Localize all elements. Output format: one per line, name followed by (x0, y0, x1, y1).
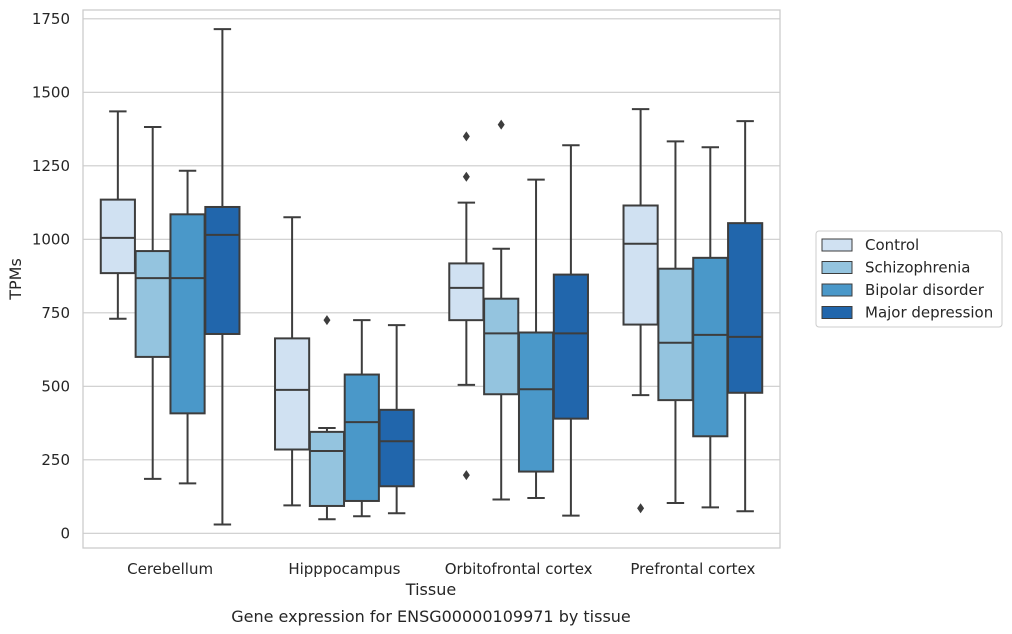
box-control (448, 131, 485, 481)
y-tick-labels: 0 250 500 750 1000 1250 1500 1750 (32, 10, 70, 542)
legend-swatch (821, 283, 853, 297)
outlier-point (462, 470, 470, 481)
box-schizophrenia (657, 140, 694, 505)
legend-frame (815, 230, 1003, 328)
box-control (622, 108, 659, 514)
y-tick-label: 750 (41, 304, 70, 322)
x-axis-label: Tissue (405, 580, 456, 599)
box-body (657, 267, 694, 402)
legend-label: Control (865, 236, 919, 254)
box-control (274, 216, 311, 507)
box-bipolar-disorder (692, 146, 729, 509)
x-tick-label: Cerebellum (127, 560, 213, 578)
y-tick-label: 1250 (32, 157, 70, 175)
plot-frame (82, 9, 781, 549)
y-tick-label: 1000 (32, 230, 70, 248)
x-tick-label: Hipppocampus (288, 560, 400, 578)
x-tick-labels: Cerebellum Hipppocampus Orbitofrontal cort… (127, 560, 755, 578)
outlier-point (323, 315, 331, 326)
legend-label: Schizophrenia (865, 259, 970, 277)
box-body (378, 408, 415, 488)
box-body (483, 297, 520, 396)
box-body (99, 198, 136, 275)
outlier-point (497, 119, 505, 130)
box-body (308, 430, 346, 507)
y-tick-label: 250 (41, 451, 70, 469)
legend-swatch (821, 238, 853, 252)
box-body (448, 262, 485, 322)
box-major-depression (727, 120, 764, 513)
x-tick-label: Orbitofrontal cortex (445, 560, 593, 578)
box-schizophrenia (308, 315, 346, 521)
y-tick-label: 1750 (32, 10, 70, 28)
outlier-point (462, 131, 470, 142)
legend-swatch (821, 306, 853, 319)
y-tick-label: 0 (60, 524, 70, 542)
box-body (169, 213, 206, 415)
box-body (343, 373, 380, 502)
x-tick-label: Prefrontal cortex (630, 560, 755, 578)
y-axis-label: TPMs (6, 258, 25, 301)
boxes (99, 28, 764, 526)
outlier-point (462, 171, 470, 182)
box-body (622, 204, 659, 326)
outlier-point (637, 503, 645, 514)
box-major-depression (378, 324, 415, 515)
box-body (274, 337, 311, 451)
box-bipolar-disorder (343, 319, 380, 518)
legend: Control Schizophrenia Bipolar disorder Majo… (815, 230, 1003, 328)
box-control (99, 110, 136, 320)
chart-caption: Gene expression for ENSG00000109971 by t… (231, 607, 631, 626)
y-tick-label: 500 (41, 377, 70, 395)
box-major-depression (204, 28, 241, 526)
box-body (204, 205, 241, 335)
box-schizophrenia (483, 119, 520, 501)
box-body (552, 273, 589, 420)
box-major-depression (552, 144, 589, 517)
legend-label: Major depression (865, 304, 993, 322)
legend-swatch (821, 261, 853, 274)
box-bipolar-disorder (517, 178, 555, 500)
box-body (692, 256, 729, 438)
box-body (517, 331, 555, 473)
y-tick-label: 1500 (32, 83, 70, 101)
box-body (134, 250, 171, 358)
box-body (727, 222, 764, 394)
box-schizophrenia (134, 126, 171, 480)
box-bipolar-disorder (169, 169, 206, 485)
legend-label: Bipolar disorder (865, 281, 985, 299)
